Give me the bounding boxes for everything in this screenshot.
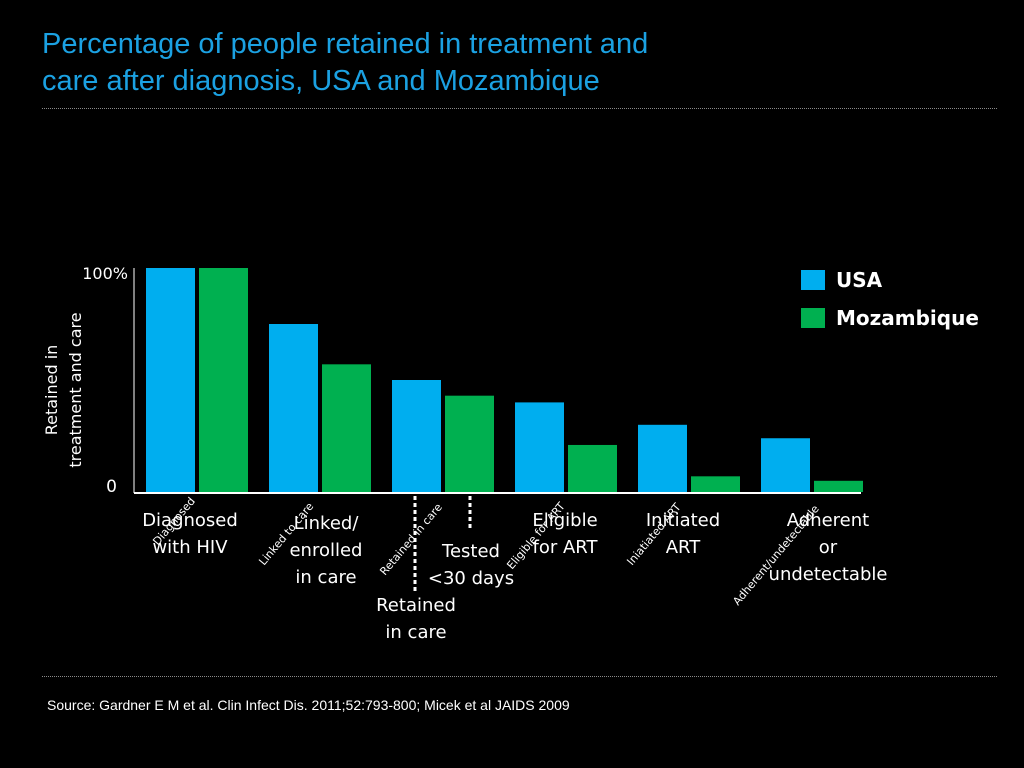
usa-stage-label-5: Initiated ART (646, 510, 720, 558)
usa-stage-label-5-line-1: Initiated (646, 510, 720, 531)
y-axis-title: Retained in treatment and care (42, 312, 85, 467)
usa-stage-label-6-line-1: Adherent (787, 510, 869, 531)
usa-stage-label-2-line-3: in care (295, 567, 356, 588)
usa-stage-label-6: Adherent or undetectable (769, 510, 888, 585)
mozambique-stage-label-1: Tested <30 days (428, 541, 514, 589)
mozambique-stage-label-1-line-2: <30 days (428, 568, 514, 589)
bar-mozambique-4 (568, 444, 617, 492)
usa-stage-label-4: Eligible for ART (532, 510, 598, 558)
retention-bar-chart: 100% 0 Retained in treatment and care Diagn… (42, 264, 979, 643)
bar-usa-5 (638, 424, 687, 492)
legend-label-usa: USA (836, 268, 883, 292)
y-tick-zero: 0 (106, 477, 117, 497)
bar-usa-6 (761, 438, 810, 492)
chart-legend: USA Mozambique (801, 268, 979, 330)
y-axis-title-line-1: Retained in (42, 345, 61, 436)
usa-stage-label-6-line-3: undetectable (769, 564, 888, 585)
labels-group: Diagnosed Linked to care Retained in care E… (142, 495, 887, 643)
usa-stage-label-1: Diagnosed with HIV (142, 510, 238, 558)
y-axis-title-line-2: treatment and care (66, 312, 85, 467)
title-line-1: Percentage of people retained in treatme… (42, 28, 649, 60)
page-title: Percentage of people retained in treatme… (42, 26, 802, 100)
category-label-3: Retained in care (377, 501, 445, 578)
title-line-2: care after diagnosis, USA and Mozambique (42, 65, 600, 97)
usa-stage-label-1-line-2: with HIV (152, 537, 228, 558)
legend-label-mozambique: Mozambique (836, 306, 979, 330)
usa-stage-label-6-line-2: or (819, 537, 838, 558)
usa-stage-label-2: Linked/enrolled in care (289, 513, 362, 588)
usa-stage-label-1-line-1: Diagnosed (142, 510, 238, 531)
bar-mozambique-5 (691, 476, 740, 492)
mozambique-stage-label-1-line-1: Tested (441, 541, 500, 562)
bars-group (146, 268, 863, 492)
legend-swatch-usa (801, 270, 825, 290)
footer-divider (42, 676, 997, 677)
usa-stage-label-2-line-2: enrolled (289, 540, 362, 561)
y-tick-max: 100% (82, 264, 128, 283)
bar-mozambique-3 (445, 395, 494, 492)
usa-stage-label-2-line-1: Linked/ (294, 513, 360, 534)
legend-swatch-mozambique (801, 308, 825, 328)
bar-mozambique-2 (322, 364, 371, 492)
bar-usa-4 (515, 402, 564, 492)
bar-mozambique-1 (199, 268, 248, 492)
bar-usa-1 (146, 268, 195, 492)
usa-stage-label-3-line-1: Retained (376, 595, 456, 616)
axis-group: 100% 0 Retained in treatment and care (42, 264, 861, 497)
title-divider (42, 108, 997, 109)
bar-mozambique-6 (814, 480, 863, 492)
usa-stage-label-3-line-2: in care (385, 622, 446, 643)
usa-stage-label-5-line-2: ART (666, 537, 702, 558)
usa-stage-label-4-line-2: for ART (533, 537, 599, 558)
bar-usa-3 (392, 380, 441, 492)
bar-usa-2 (269, 324, 318, 492)
usa-stage-label-4-line-1: Eligible (532, 510, 597, 531)
source-citation: Source: Gardner E M et al. Clin Infect D… (47, 697, 570, 713)
usa-stage-label-3: Retained in care (376, 595, 456, 643)
